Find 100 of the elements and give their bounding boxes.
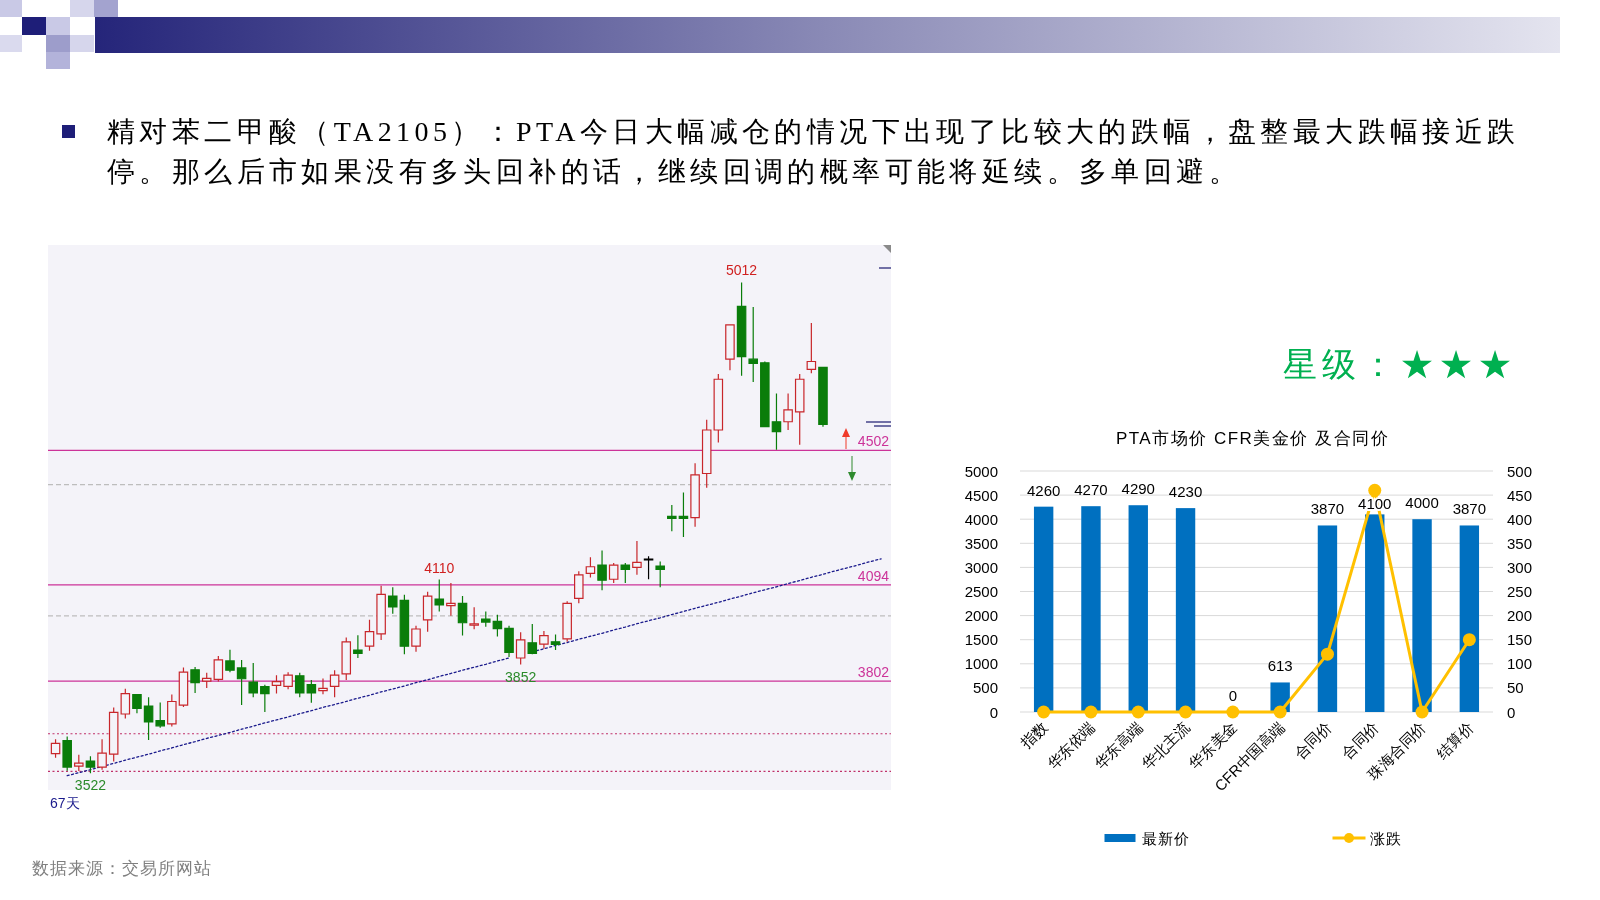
- x-tick-label: 结算价: [1432, 718, 1477, 762]
- y2-tick-label: 100: [1507, 655, 1533, 673]
- candlestick: [480, 610, 491, 628]
- data-label: 3870: [1310, 500, 1345, 518]
- candlestick: [748, 306, 758, 383]
- candlestick: [248, 662, 259, 698]
- candlestick: [178, 666, 189, 708]
- annotation: 5012: [726, 262, 758, 279]
- ref-line-label: 3802: [857, 664, 890, 681]
- candlestick: [294, 672, 305, 698]
- candlestick: [446, 582, 456, 617]
- candlestick: [655, 560, 665, 588]
- candlestick: [329, 669, 340, 698]
- point: [1368, 483, 1382, 497]
- candlestick: [504, 625, 514, 658]
- ref-line-label: 4094: [857, 567, 890, 584]
- y2-tick-label: 300: [1507, 558, 1533, 576]
- candlestick: [411, 625, 421, 653]
- candlestick: [608, 562, 619, 584]
- data-label: 4000: [1405, 494, 1439, 512]
- annotation: 3852: [505, 668, 537, 685]
- text: 星级：★★★: [1283, 345, 1517, 385]
- candlestick: [364, 619, 375, 652]
- annotation: 3522: [74, 777, 107, 794]
- data-label: 4290: [1121, 480, 1155, 498]
- candlestick: [771, 392, 782, 451]
- candlestick: [201, 672, 212, 689]
- candlestick: [632, 540, 642, 576]
- bar: [1365, 514, 1385, 712]
- ref-line-label: 4502: [857, 433, 890, 450]
- y-tick-label: 1500: [964, 631, 998, 649]
- y2-tick-label: 450: [1507, 486, 1533, 504]
- candlestick: [527, 623, 538, 655]
- candlestick: [143, 696, 154, 741]
- candlestick: [562, 600, 572, 643]
- candlestick: [667, 504, 677, 532]
- y-tick-label: 3500: [964, 534, 998, 552]
- point: [1084, 705, 1098, 719]
- point: [1131, 705, 1145, 719]
- bar: [1128, 505, 1148, 712]
- candlestick: [376, 585, 386, 641]
- candlestick: [353, 634, 363, 659]
- candlestick: [492, 614, 503, 638]
- candlestick: [469, 606, 479, 630]
- text: 67天: [50, 795, 80, 811]
- y2-tick-label: 0: [1507, 703, 1516, 721]
- candlestick: [434, 578, 445, 613]
- y-tick-label: 5000: [964, 462, 998, 480]
- data-label: 4270: [1074, 481, 1108, 499]
- candlestick: [597, 549, 607, 591]
- data-label: 3870: [1452, 500, 1487, 518]
- data-label: 0: [1228, 687, 1238, 704]
- candlestick: [783, 392, 793, 431]
- candlestick: [725, 324, 735, 371]
- y2-tick-label: 150: [1507, 631, 1533, 649]
- bar: [1033, 506, 1054, 712]
- candlestick: [422, 591, 433, 633]
- point: [1179, 705, 1193, 719]
- point: [1226, 705, 1240, 719]
- candlestick: [236, 659, 247, 706]
- candlestick: [341, 636, 352, 681]
- point: [1415, 705, 1429, 719]
- y-tick-label: 3000: [964, 558, 998, 576]
- y-tick-label: 2000: [964, 607, 998, 625]
- candlestick: [585, 556, 596, 579]
- point: [1037, 705, 1051, 719]
- candlestick: [387, 586, 398, 615]
- candlestick: [760, 360, 770, 428]
- y2-tick-label: 500: [1507, 462, 1533, 480]
- candlestick: [260, 684, 270, 713]
- y-tick-label: 500: [972, 679, 998, 697]
- candlestick: [306, 679, 317, 704]
- candlestick: [190, 666, 200, 694]
- candlestick: [74, 754, 84, 772]
- y2-tick-label: 250: [1507, 583, 1533, 600]
- candlestick: [643, 555, 654, 580]
- y-tick-label: 4500: [964, 486, 998, 504]
- candlestick: [132, 693, 142, 714]
- candlestick: [155, 701, 165, 729]
- candlestick: [318, 677, 328, 695]
- candlestick: [225, 649, 235, 673]
- candlestick: [167, 693, 177, 728]
- bar: [1412, 519, 1432, 712]
- point: [1462, 633, 1476, 647]
- y-tick-label: 0: [989, 703, 998, 721]
- candlestick: [690, 462, 700, 528]
- candlestick: [97, 738, 107, 771]
- data-label: 613: [1267, 657, 1293, 675]
- candlestick: [515, 631, 526, 666]
- y2-tick-label: 200: [1507, 607, 1533, 625]
- candlestick: [818, 366, 828, 428]
- bar: [1175, 508, 1196, 712]
- data-label: 4260: [1026, 481, 1061, 499]
- legend-label: 最新价: [1141, 830, 1190, 847]
- y-tick-label: 4000: [964, 510, 998, 528]
- y2-tick-label: 400: [1507, 510, 1533, 528]
- y-tick-label: 2500: [964, 583, 998, 600]
- candlestick: [457, 595, 468, 637]
- candlestick: [620, 562, 631, 584]
- candlestick: [399, 594, 410, 655]
